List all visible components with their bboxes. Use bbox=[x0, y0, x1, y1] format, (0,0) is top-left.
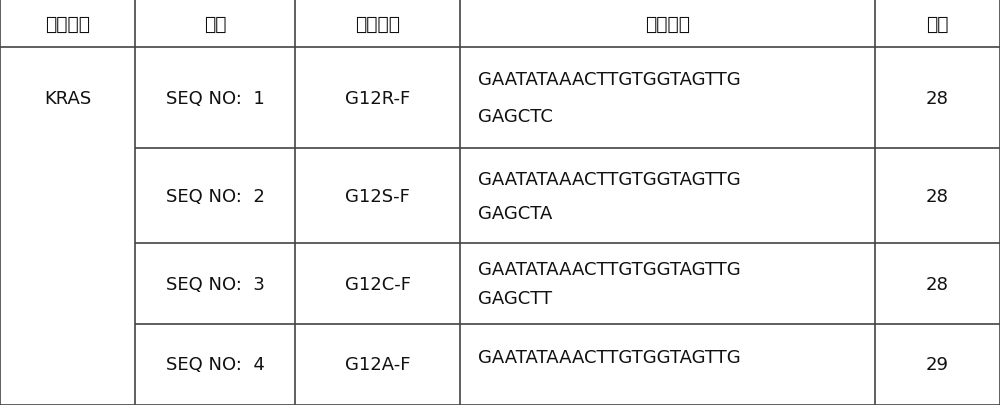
Text: SEQ NO:  2: SEQ NO: 2 bbox=[166, 188, 264, 205]
Text: GAATATAAACTTGTGGTAGTTG: GAATATAAACTTGTGGTAGTTG bbox=[478, 260, 741, 279]
Text: 基因名称: 基因名称 bbox=[45, 15, 90, 33]
Text: SEQ NO:  1: SEQ NO: 1 bbox=[166, 90, 264, 107]
Text: 引物名称: 引物名称 bbox=[355, 15, 400, 33]
Text: GAATATAAACTTGTGGTAGTTG: GAATATAAACTTGTGGTAGTTG bbox=[478, 348, 741, 366]
Text: GAGCTA: GAGCTA bbox=[478, 205, 552, 222]
Text: GAGCTT: GAGCTT bbox=[478, 289, 552, 307]
Text: KRAS: KRAS bbox=[44, 90, 91, 107]
Text: GAGCTC: GAGCTC bbox=[478, 108, 553, 126]
Text: GAATATAAACTTGTGGTAGTTG: GAATATAAACTTGTGGTAGTTG bbox=[478, 171, 741, 188]
Text: SEQ NO:  3: SEQ NO: 3 bbox=[166, 275, 264, 293]
Text: 长度: 长度 bbox=[926, 15, 949, 33]
Text: G12S-F: G12S-F bbox=[345, 188, 410, 205]
Text: SEQ NO:  4: SEQ NO: 4 bbox=[166, 356, 264, 373]
Text: 引物序列: 引物序列 bbox=[645, 15, 690, 33]
Text: G12C-F: G12C-F bbox=[344, 275, 411, 293]
Text: 28: 28 bbox=[926, 275, 949, 293]
Text: G12A-F: G12A-F bbox=[345, 356, 410, 373]
Text: 28: 28 bbox=[926, 90, 949, 107]
Text: G12R-F: G12R-F bbox=[345, 90, 410, 107]
Text: 28: 28 bbox=[926, 188, 949, 205]
Text: 序号: 序号 bbox=[204, 15, 226, 33]
Text: GAATATAAACTTGTGGTAGTTG: GAATATAAACTTGTGGTAGTTG bbox=[478, 71, 741, 89]
Text: 29: 29 bbox=[926, 356, 949, 373]
